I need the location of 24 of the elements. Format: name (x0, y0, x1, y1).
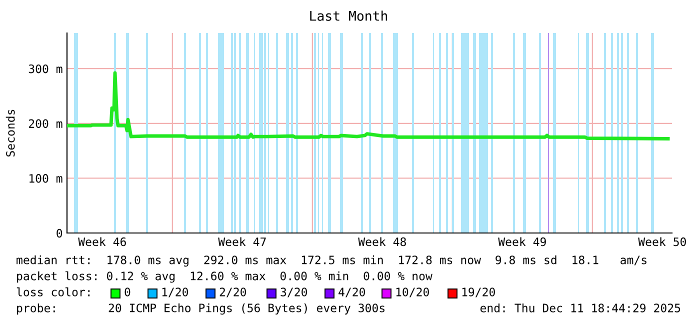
text: median rtt: 178.0 ms avg 292.0 ms max 172.5 ms min 172.8 ms now 9.8 ms sd 18.1 am/s (16, 255, 646, 267)
x-tick-label: Week 49 (498, 237, 546, 246)
chart-title: Last Month (310, 10, 388, 21)
text: end: Thu Dec 11 18:44:29 2025 (480, 303, 680, 312)
text: 1/20 (162, 288, 188, 298)
text: 4/20 (338, 288, 366, 298)
text: probe: (17, 303, 55, 315)
text: 0 (124, 288, 130, 296)
text: 3/20 (280, 288, 308, 298)
x-tick-label: Week 48 (358, 237, 406, 246)
y-tick-label: 300 m (28, 64, 62, 74)
text: 20 ICMP Echo Pings (56 Bytes) every 300s (108, 303, 384, 315)
y-axis-title: Seconds (6, 110, 15, 157)
text: 2/20 (220, 288, 246, 298)
x-tick-label: Week 46 (78, 237, 126, 246)
y-tick-label: 0 (56, 228, 62, 238)
y-tick-label: 200 m (28, 119, 62, 128)
x-tick-label: Week 47 (218, 237, 266, 246)
text: packet loss: 0.12 % avg 12.60 % max 0.00 % min 0.00 % now (17, 271, 432, 283)
text: 10/20 (396, 288, 429, 298)
x-tick-label: Week 50 (638, 237, 686, 246)
y-tick-label: 100 m (30, 174, 62, 183)
text: 19/20 (462, 288, 495, 298)
text: loss color: (16, 287, 90, 296)
